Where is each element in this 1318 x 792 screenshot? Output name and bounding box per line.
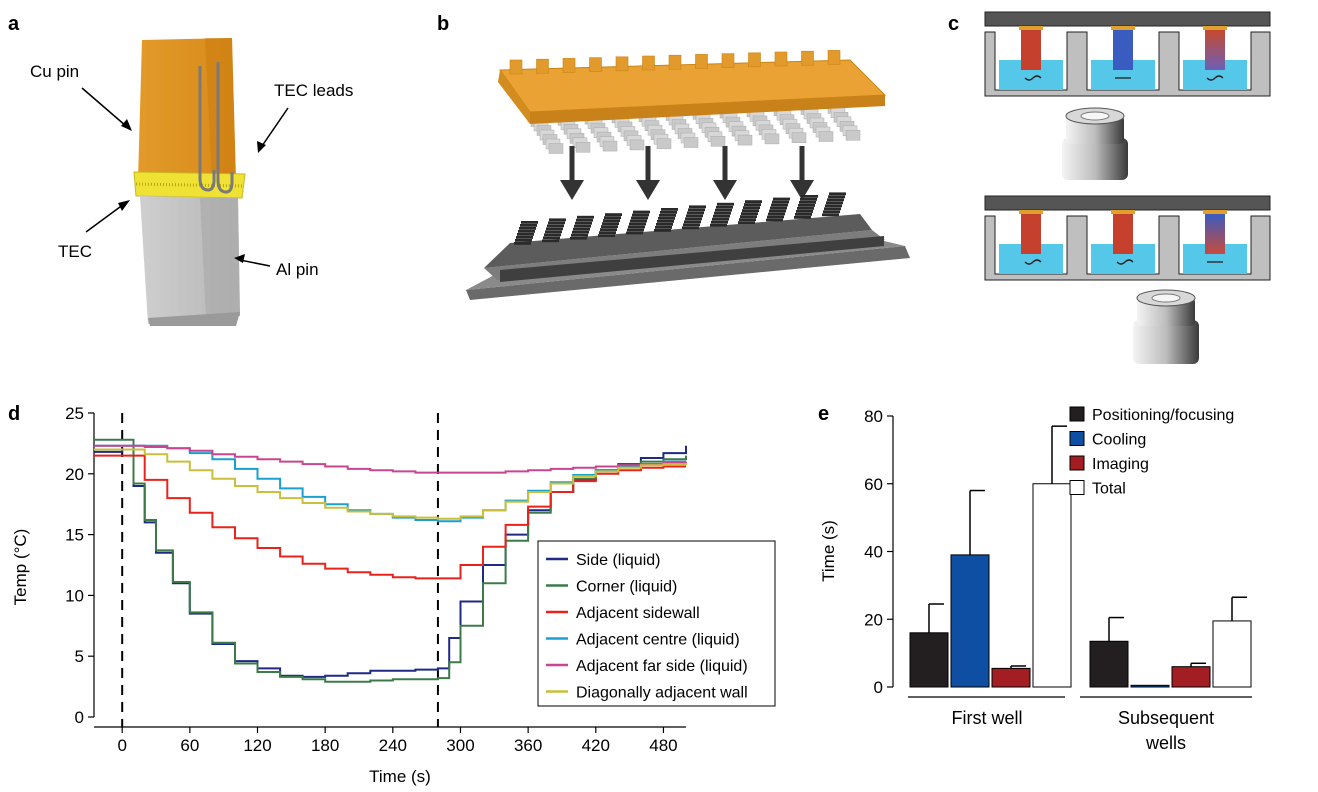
temperature-chart: 0 5 10 15 20 25 0 60 120 180 240 300 360 420 480 Time …: [11, 404, 776, 786]
well-schematic-bottom: [984, 195, 1271, 281]
d-ytick-label: 25: [65, 404, 84, 423]
panel-label-e: e: [818, 403, 829, 425]
e-group-label: Subsequent: [1118, 708, 1214, 728]
d-series-line: [94, 454, 686, 580]
e-legend: Positioning/focusing Cooling Imaging Total: [1069, 406, 1234, 498]
d-legend-label: Diagonally adjacent wall: [576, 685, 748, 702]
cu-pin-arrow: [81, 87, 127, 127]
e-legend-label: Cooling: [1092, 432, 1146, 449]
objective-lens-top: [1062, 107, 1128, 180]
e-bar: [950, 554, 990, 688]
d-legend: Side (liquid) Corner (liquid) Adjacent sid…: [537, 540, 776, 707]
e-legend-label: Positioning/focusing: [1092, 407, 1234, 424]
e-ylabel: Time (s): [819, 520, 838, 582]
e-bar: [1212, 620, 1252, 688]
tec-leads-arrow: [261, 107, 289, 147]
e-ytick-label: 0: [874, 678, 883, 697]
tec-leads-shape: [198, 66, 216, 192]
d-ytick-label: 15: [65, 526, 84, 545]
e-bar: [991, 667, 1031, 688]
tec-leads-label: TEC leads: [274, 81, 353, 100]
d-legend-box: [537, 540, 776, 707]
plate-illustration: [466, 50, 910, 300]
d-series-line: [94, 448, 687, 520]
down-arrows: [560, 146, 814, 200]
d-ytick-label: 0: [75, 708, 84, 727]
tec-shape: [133, 171, 246, 199]
e-legend-swatch: [1069, 406, 1085, 422]
d-ytick-label: 5: [75, 647, 84, 666]
d-legend-label: Corner (liquid): [576, 579, 677, 596]
e-bar: [1171, 666, 1211, 688]
panel-label-b: b: [437, 13, 449, 35]
tec-arrow: [85, 203, 125, 233]
d-xtick-label: 120: [243, 736, 271, 755]
d-xtick-label: 420: [582, 736, 610, 755]
well-schematic-top: [984, 11, 1271, 97]
e-bar: [1089, 640, 1129, 688]
d-xtick-label: 240: [379, 736, 407, 755]
d-xtick-label: 480: [649, 736, 677, 755]
d-ytick-label: 20: [65, 465, 84, 484]
e-legend-swatch: [1069, 431, 1085, 446]
d-xtick-label: 180: [311, 736, 339, 755]
d-legend-label: Adjacent sidewall: [576, 605, 700, 622]
e-legend-label: Total: [1092, 481, 1126, 498]
d-xlabel: Time (s): [369, 767, 431, 786]
e-legend-swatch: [1069, 480, 1085, 495]
panel-label-a: a: [8, 13, 20, 35]
d-xtick-label: 360: [514, 736, 542, 755]
al-pin-label: Al pin: [276, 260, 319, 279]
e-ytick-label: 80: [864, 407, 883, 426]
d-legend-label: Side (liquid): [576, 552, 660, 569]
d-xtick-label: 300: [446, 736, 474, 755]
timing-bar-chart: 0 20 40 60 80 First well Subsequent wells Time…: [819, 406, 1252, 753]
e-bar: [1130, 684, 1170, 688]
tec-label: TEC: [58, 242, 92, 261]
e-bar: [909, 632, 949, 688]
d-series-line: [94, 444, 686, 523]
d-xtick-label: 60: [180, 736, 199, 755]
cu-pin-label: Cu pin: [30, 62, 79, 81]
d-xtick-label: 0: [117, 736, 126, 755]
e-legend-swatch: [1069, 455, 1085, 471]
e-ytick-label: 40: [864, 543, 883, 562]
pin-illustration: [133, 38, 246, 326]
d-legend-label: Adjacent centre (liquid): [576, 632, 740, 649]
e-group-label: First well: [952, 708, 1023, 728]
al-pin-arrow: [239, 259, 271, 267]
plate-base: [466, 246, 910, 300]
panel-label-c: c: [948, 13, 959, 35]
d-ytick-label: 10: [65, 586, 84, 605]
e-bar: [1032, 483, 1072, 688]
objective-lens-bottom: [1133, 289, 1199, 364]
d-series-line: [94, 438, 687, 683]
d-series-line: [94, 444, 687, 474]
panel-label-d: d: [8, 403, 20, 425]
e-legend-label: Imaging: [1092, 456, 1149, 473]
e-ytick-label: 20: [864, 610, 883, 629]
d-legend-label: Adjacent far side (liquid): [576, 658, 748, 675]
d-ylabel: Temp (°C): [11, 529, 30, 606]
e-group-label-line2: wells: [1145, 733, 1186, 753]
e-ytick-label: 60: [864, 475, 883, 494]
